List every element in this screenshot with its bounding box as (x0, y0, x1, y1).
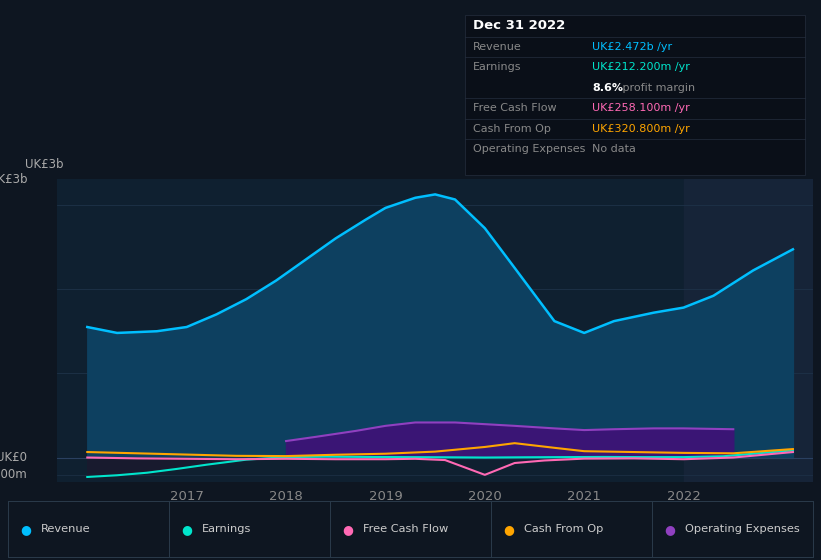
Text: ●: ● (664, 522, 675, 536)
Text: ●: ● (181, 522, 192, 536)
Text: Free Cash Flow: Free Cash Flow (473, 103, 557, 113)
Text: ●: ● (503, 522, 514, 536)
Text: 8.6%: 8.6% (592, 83, 623, 93)
Text: profit margin: profit margin (618, 83, 695, 93)
Text: UK£258.100m /yr: UK£258.100m /yr (592, 103, 690, 113)
Text: UK£212.200m /yr: UK£212.200m /yr (592, 62, 690, 72)
Text: -UK£200m: -UK£200m (0, 468, 27, 482)
Text: Dec 31 2022: Dec 31 2022 (473, 19, 566, 32)
Text: Earnings: Earnings (202, 524, 251, 534)
Text: ●: ● (21, 522, 31, 536)
Text: Revenue: Revenue (473, 42, 522, 52)
Text: UK£2.472b /yr: UK£2.472b /yr (592, 42, 672, 52)
Bar (684, 179, 813, 482)
Text: Revenue: Revenue (41, 524, 90, 534)
Text: No data: No data (592, 144, 636, 155)
Text: UK£0: UK£0 (0, 451, 27, 464)
Text: Cash From Op: Cash From Op (473, 124, 551, 134)
Text: UK£3b: UK£3b (25, 158, 63, 171)
Text: ●: ● (342, 522, 353, 536)
Text: Free Cash Flow: Free Cash Flow (363, 524, 448, 534)
Text: Cash From Op: Cash From Op (524, 524, 603, 534)
Text: UK£3b: UK£3b (0, 172, 27, 186)
Text: Operating Expenses: Operating Expenses (685, 524, 800, 534)
Text: Earnings: Earnings (473, 62, 521, 72)
Text: Operating Expenses: Operating Expenses (473, 144, 585, 155)
Text: UK£320.800m /yr: UK£320.800m /yr (592, 124, 690, 134)
